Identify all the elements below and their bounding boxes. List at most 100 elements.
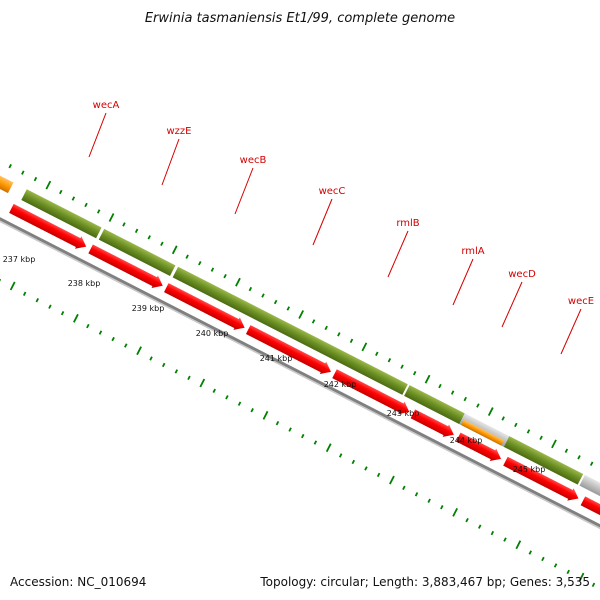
gene-bar-rmlB (404, 385, 465, 425)
major-tick (235, 277, 241, 287)
minor-tick (210, 267, 215, 272)
gene-bar-wecD (503, 436, 584, 485)
kbp-label: 242 kbp (324, 380, 357, 389)
major-tick (262, 410, 269, 420)
minor-tick (223, 273, 227, 279)
major-tick (45, 180, 52, 190)
minor-tick (514, 422, 518, 428)
feature-band (0, 156, 600, 513)
minor-tick (566, 569, 570, 575)
minor-tick (0, 278, 2, 284)
minor-tick (59, 189, 63, 195)
minor-tick (402, 485, 406, 491)
cds-arrow (332, 369, 410, 415)
minor-tick (98, 330, 103, 335)
kbp-label: 241 kbp (260, 354, 293, 363)
minor-tick (212, 388, 216, 393)
major-tick (389, 475, 395, 485)
minor-tick (288, 427, 292, 432)
minor-tick (541, 556, 545, 562)
genome-track (0, 156, 600, 588)
minor-tick (149, 356, 153, 361)
major-tick (136, 346, 142, 356)
minor-tick (187, 375, 191, 381)
gene-label-group: wecD (501, 269, 536, 328)
minor-tick (503, 537, 507, 542)
gene-label-group: wzzE (161, 126, 192, 186)
minor-tick (463, 396, 467, 402)
minor-tick (528, 550, 533, 555)
cds-arrow (503, 456, 579, 501)
minor-tick (225, 395, 229, 400)
minor-tick (564, 448, 569, 453)
cds-arrow (88, 244, 163, 288)
minor-tick (450, 390, 455, 395)
minor-tick (84, 202, 88, 208)
minor-tick (412, 370, 417, 376)
minor-tick (338, 453, 343, 458)
cds-arrow (245, 325, 331, 375)
gene-labels: wecA wzzE wecB wecC rmlB rmlA wecD wecE (88, 100, 594, 355)
major-tick (171, 245, 178, 255)
cds-arrow (9, 203, 87, 249)
major-tick (108, 213, 115, 222)
minor-tick (553, 563, 558, 568)
leader-line (501, 281, 523, 328)
minor-tick (476, 403, 480, 408)
minor-tick (427, 498, 431, 503)
gene-label-group: wecE (560, 296, 594, 355)
minor-tick (96, 209, 101, 214)
minor-tick (364, 466, 368, 471)
gene-label-wecE: wecE (568, 296, 594, 307)
minor-tick (275, 420, 280, 426)
minor-tick (86, 323, 90, 329)
leader-line (387, 230, 409, 278)
leader-line (560, 308, 582, 355)
major-tick (199, 378, 206, 388)
minor-tick (526, 429, 531, 434)
gene-label-wecD: wecD (508, 269, 536, 280)
kbp-label: 243 kbp (387, 409, 420, 418)
orange-feature-left (0, 156, 14, 194)
minor-tick (161, 362, 166, 368)
gene-label-wecC: wecC (319, 186, 346, 197)
major-tick (73, 313, 79, 323)
minor-tick (387, 358, 392, 363)
major-tick (452, 507, 458, 517)
minor-tick (349, 338, 354, 344)
genome-backbone (0, 170, 600, 557)
major-tick (551, 439, 557, 449)
minor-tick (111, 336, 115, 342)
gene-label-wzzE: wzzE (167, 126, 192, 137)
minor-tick (400, 364, 404, 369)
gene-label-rmlA: rmlA (461, 246, 484, 257)
minor-tick (324, 325, 328, 331)
gene-bar-wzzE (98, 228, 176, 277)
kbp-label: 240 kbp (196, 329, 229, 338)
minor-tick (71, 196, 76, 201)
minor-tick (48, 304, 52, 309)
kbp-label: 245 kbp (513, 465, 546, 474)
cds-arrow (410, 409, 454, 437)
minor-tick (185, 254, 189, 259)
leader-line (234, 167, 254, 215)
bottom-scale-ticks (0, 278, 596, 588)
minor-tick (248, 286, 253, 292)
minor-tick (273, 299, 278, 305)
minor-tick (22, 291, 27, 296)
gene-label-wecA: wecA (93, 100, 120, 111)
major-tick (298, 310, 305, 319)
minor-tick (311, 319, 316, 324)
minor-tick (440, 505, 444, 510)
minor-tick (60, 310, 65, 316)
kbp-labels: 237 kbp 238 kbp 239 kbp 240 kbp 241 kbp … (3, 255, 546, 474)
minor-tick (21, 170, 25, 175)
orange-feature-right (461, 419, 504, 446)
minor-tick (33, 176, 38, 182)
minor-tick (577, 455, 581, 460)
page-title: Erwinia tasmaniensis Et1/99, complete ge… (145, 11, 455, 26)
kbp-label: 237 kbp (3, 255, 36, 264)
leader-line (88, 112, 107, 158)
kbp-label: 238 kbp (68, 279, 101, 288)
